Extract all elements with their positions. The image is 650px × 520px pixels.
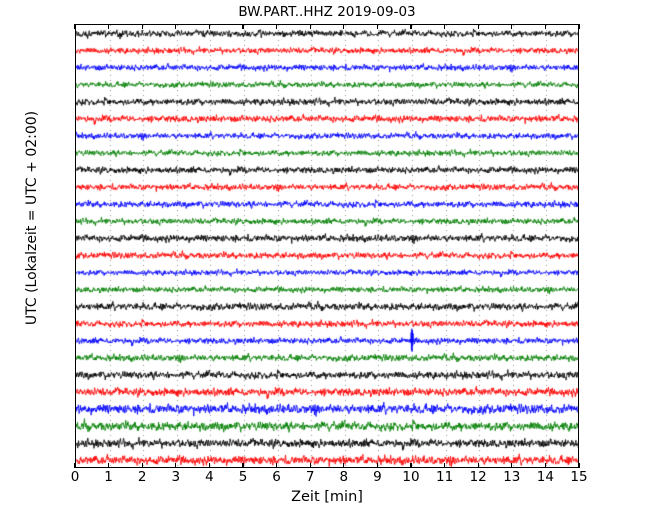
x-tick-label-7: 7 bbox=[305, 469, 315, 485]
x-tick-mark bbox=[309, 463, 311, 468]
page-title: BW.PART..HHZ 2019-09-03 bbox=[238, 4, 416, 20]
x-tick-mark bbox=[376, 463, 379, 468]
x-tick-label-12: 12 bbox=[469, 469, 487, 485]
x-tick-label-3: 3 bbox=[171, 469, 181, 485]
x-tick-mark bbox=[410, 24, 412, 29]
x-tick-mark bbox=[343, 24, 345, 29]
x-tick-mark bbox=[511, 24, 513, 29]
x-tick-mark bbox=[309, 24, 311, 29]
x-tick-mark bbox=[511, 463, 513, 468]
x-tick-label-11: 11 bbox=[436, 469, 454, 485]
x-tick-mark bbox=[443, 463, 446, 468]
y-axis-label: UTC (Lokalzeit = UTC + 02:00) bbox=[24, 110, 40, 326]
x-tick-label-5: 5 bbox=[238, 469, 248, 485]
x-tick-mark bbox=[107, 463, 110, 468]
x-tick-label-8: 8 bbox=[339, 469, 349, 485]
x-tick-label-1: 1 bbox=[104, 469, 113, 485]
seismogram-traces bbox=[76, 25, 578, 467]
x-tick-mark bbox=[74, 24, 76, 29]
x-tick-mark bbox=[208, 24, 211, 29]
x-tick-mark bbox=[544, 463, 547, 468]
x-tick-mark bbox=[74, 463, 76, 468]
x-tick-mark bbox=[410, 463, 412, 468]
x-tick-mark bbox=[343, 463, 345, 468]
x-tick-mark bbox=[578, 463, 580, 468]
x-tick-mark bbox=[242, 24, 244, 29]
x-tick-mark bbox=[477, 24, 479, 29]
x-tick-label-14: 14 bbox=[536, 469, 554, 485]
x-tick-label-0: 0 bbox=[70, 469, 80, 485]
x-tick-label-13: 13 bbox=[503, 469, 521, 485]
x-tick-mark bbox=[376, 24, 379, 29]
x-tick-label-10: 10 bbox=[402, 469, 420, 485]
x-tick-mark bbox=[275, 463, 278, 468]
x-tick-mark bbox=[544, 24, 547, 29]
x-tick-mark bbox=[477, 463, 479, 468]
x-tick-mark bbox=[141, 24, 143, 29]
plot-area[interactable] bbox=[75, 24, 579, 468]
x-tick-mark bbox=[275, 24, 278, 29]
x-tick-mark bbox=[107, 24, 110, 29]
x-tick-label-4: 4 bbox=[205, 469, 214, 485]
x-tick-mark bbox=[175, 24, 177, 29]
x-tick-mark bbox=[208, 463, 211, 468]
x-tick-label-9: 9 bbox=[373, 469, 382, 485]
x-tick-mark bbox=[578, 24, 580, 29]
x-tick-mark bbox=[175, 463, 177, 468]
x-tick-mark bbox=[242, 463, 244, 468]
x-tick-mark bbox=[443, 24, 446, 29]
x-tick-label-15: 15 bbox=[570, 469, 588, 485]
x-tick-label-6: 6 bbox=[272, 469, 281, 485]
x-tick-mark bbox=[141, 463, 143, 468]
x-axis-label: Zeit [min] bbox=[291, 489, 363, 505]
x-tick-label-2: 2 bbox=[137, 469, 147, 485]
